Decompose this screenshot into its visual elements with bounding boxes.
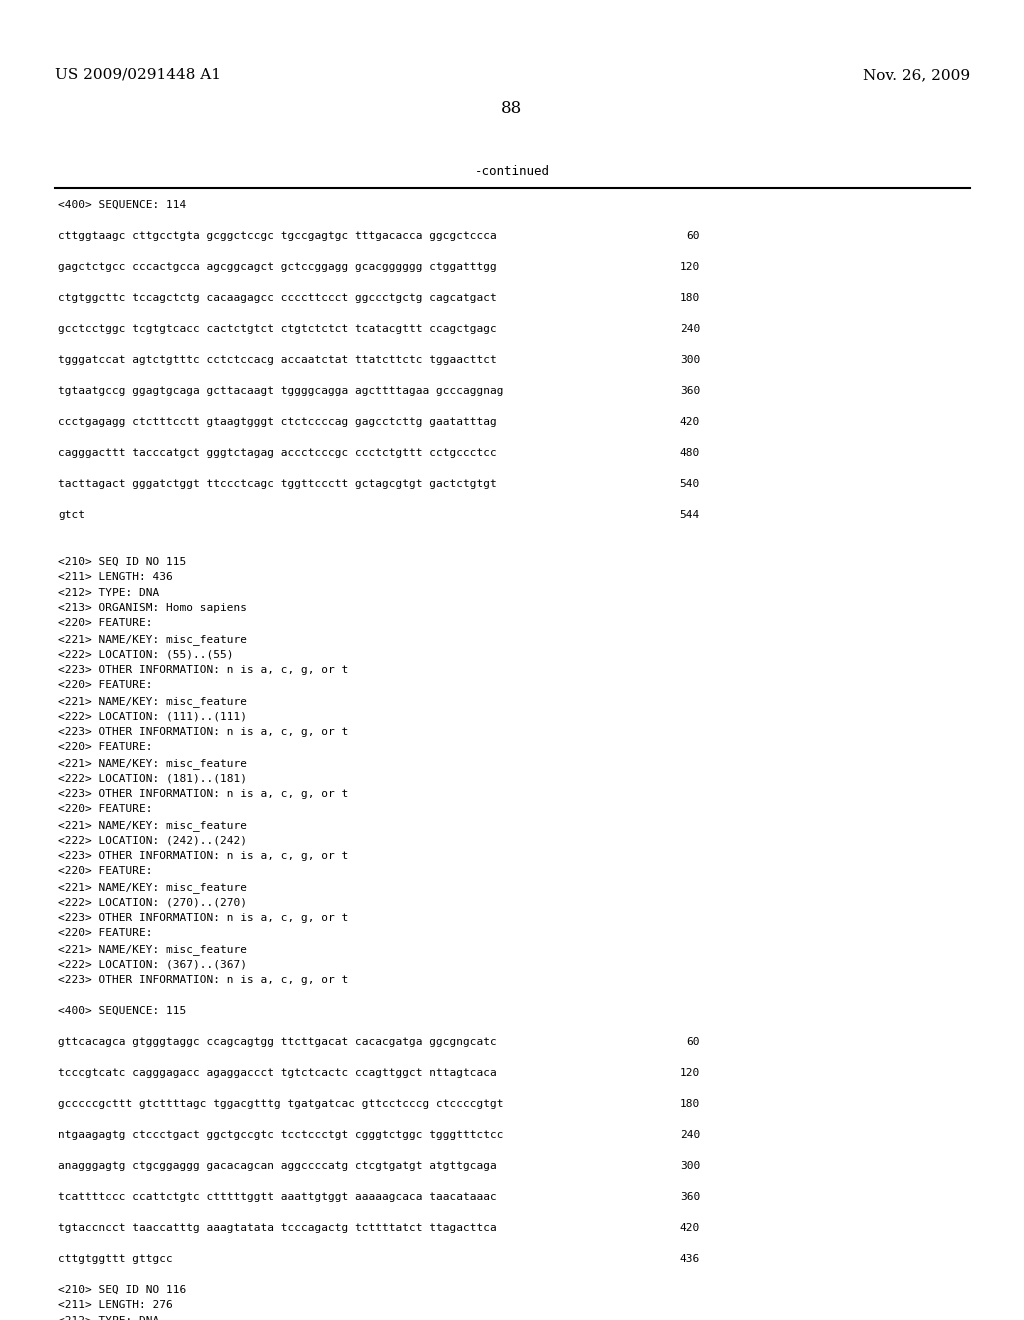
Text: <223> OTHER INFORMATION: n is a, c, g, or t: <223> OTHER INFORMATION: n is a, c, g, o… xyxy=(58,727,348,737)
Text: <220> FEATURE:: <220> FEATURE: xyxy=(58,742,153,752)
Text: <222> LOCATION: (181)..(181): <222> LOCATION: (181)..(181) xyxy=(58,774,247,784)
Text: cttggtaagc cttgcctgta gcggctccgc tgccgagtgc tttgacacca ggcgctccca: cttggtaagc cttgcctgta gcggctccgc tgccgag… xyxy=(58,231,497,242)
Text: <400> SEQUENCE: 115: <400> SEQUENCE: 115 xyxy=(58,1006,186,1016)
Text: <220> FEATURE:: <220> FEATURE: xyxy=(58,619,153,628)
Text: 420: 420 xyxy=(680,1224,700,1233)
Text: <223> OTHER INFORMATION: n is a, c, g, or t: <223> OTHER INFORMATION: n is a, c, g, o… xyxy=(58,789,348,799)
Text: <223> OTHER INFORMATION: n is a, c, g, or t: <223> OTHER INFORMATION: n is a, c, g, o… xyxy=(58,975,348,985)
Text: 120: 120 xyxy=(680,1068,700,1078)
Text: <220> FEATURE:: <220> FEATURE: xyxy=(58,866,153,876)
Text: <221> NAME/KEY: misc_feature: <221> NAME/KEY: misc_feature xyxy=(58,820,247,830)
Text: gagctctgcc cccactgcca agcggcagct gctccggagg gcacgggggg ctggatttgg: gagctctgcc cccactgcca agcggcagct gctccgg… xyxy=(58,261,497,272)
Text: 240: 240 xyxy=(680,1130,700,1140)
Text: -continued: -continued xyxy=(474,165,550,178)
Text: cttgtggttt gttgcc: cttgtggttt gttgcc xyxy=(58,1254,173,1265)
Text: 436: 436 xyxy=(680,1254,700,1265)
Text: 540: 540 xyxy=(680,479,700,488)
Text: <221> NAME/KEY: misc_feature: <221> NAME/KEY: misc_feature xyxy=(58,882,247,892)
Text: tcccgtcatc cagggagacc agaggaccct tgtctcactc ccagttggct nttagtcaca: tcccgtcatc cagggagacc agaggaccct tgtctca… xyxy=(58,1068,497,1078)
Text: tgtaccncct taaccatttg aaagtatata tcccagactg tcttttatct ttagacttca: tgtaccncct taaccatttg aaagtatata tcccaga… xyxy=(58,1224,497,1233)
Text: <222> LOCATION: (55)..(55): <222> LOCATION: (55)..(55) xyxy=(58,649,233,660)
Text: <213> ORGANISM: Homo sapiens: <213> ORGANISM: Homo sapiens xyxy=(58,603,247,612)
Text: <220> FEATURE:: <220> FEATURE: xyxy=(58,928,153,939)
Text: ntgaagagtg ctccctgact ggctgccgtc tcctccctgt cgggtctggc tgggtttctcc: ntgaagagtg ctccctgact ggctgccgtc tcctccc… xyxy=(58,1130,504,1140)
Text: 180: 180 xyxy=(680,1100,700,1109)
Text: 300: 300 xyxy=(680,1162,700,1171)
Text: tacttagact gggatctggt ttccctcagc tggttccctt gctagcgtgt gactctgtgt: tacttagact gggatctggt ttccctcagc tggttcc… xyxy=(58,479,497,488)
Text: <221> NAME/KEY: misc_feature: <221> NAME/KEY: misc_feature xyxy=(58,634,247,645)
Text: <210> SEQ ID NO 115: <210> SEQ ID NO 115 xyxy=(58,557,186,566)
Text: 480: 480 xyxy=(680,447,700,458)
Text: tcattttccc ccattctgtc ctttttggtt aaattgtggt aaaaagcaca taacataaac: tcattttccc ccattctgtc ctttttggtt aaattgt… xyxy=(58,1192,497,1203)
Text: <400> SEQUENCE: 114: <400> SEQUENCE: 114 xyxy=(58,201,186,210)
Text: anagggagtg ctgcggaggg gacacagcan aggccccatg ctcgtgatgt atgttgcaga: anagggagtg ctgcggaggg gacacagcan aggcccc… xyxy=(58,1162,497,1171)
Text: 420: 420 xyxy=(680,417,700,426)
Text: <211> LENGTH: 436: <211> LENGTH: 436 xyxy=(58,572,173,582)
Text: US 2009/0291448 A1: US 2009/0291448 A1 xyxy=(55,69,221,82)
Text: <220> FEATURE:: <220> FEATURE: xyxy=(58,804,153,814)
Text: gcccccgcttt gtcttttagc tggacgtttg tgatgatcac gttcctcccg ctccccgtgt: gcccccgcttt gtcttttagc tggacgtttg tgatga… xyxy=(58,1100,504,1109)
Text: 60: 60 xyxy=(686,231,700,242)
Text: gtct: gtct xyxy=(58,510,85,520)
Text: gcctcctggc tcgtgtcacc cactctgtct ctgtctctct tcatacgttt ccagctgagc: gcctcctggc tcgtgtcacc cactctgtct ctgtctc… xyxy=(58,323,497,334)
Text: 180: 180 xyxy=(680,293,700,304)
Text: <212> TYPE: DNA: <212> TYPE: DNA xyxy=(58,1316,160,1320)
Text: 544: 544 xyxy=(680,510,700,520)
Text: <221> NAME/KEY: misc_feature: <221> NAME/KEY: misc_feature xyxy=(58,696,247,708)
Text: ccctgagagg ctctttcctt gtaagtgggt ctctccccag gagcctcttg gaatatttag: ccctgagagg ctctttcctt gtaagtgggt ctctccc… xyxy=(58,417,497,426)
Text: <222> LOCATION: (270)..(270): <222> LOCATION: (270)..(270) xyxy=(58,898,247,908)
Text: tgtaatgccg ggagtgcaga gcttacaagt tggggcagga agcttttagaa gcccaggnag: tgtaatgccg ggagtgcaga gcttacaagt tggggca… xyxy=(58,385,504,396)
Text: gttcacagca gtgggtaggc ccagcagtgg ttcttgacat cacacgatga ggcgngcatc: gttcacagca gtgggtaggc ccagcagtgg ttcttga… xyxy=(58,1038,497,1047)
Text: <221> NAME/KEY: misc_feature: <221> NAME/KEY: misc_feature xyxy=(58,944,247,954)
Text: Nov. 26, 2009: Nov. 26, 2009 xyxy=(863,69,970,82)
Text: <223> OTHER INFORMATION: n is a, c, g, or t: <223> OTHER INFORMATION: n is a, c, g, o… xyxy=(58,851,348,861)
Text: <220> FEATURE:: <220> FEATURE: xyxy=(58,681,153,690)
Text: 60: 60 xyxy=(686,1038,700,1047)
Text: tgggatccat agtctgtttc cctctccacg accaatctat ttatcttctc tggaacttct: tgggatccat agtctgtttc cctctccacg accaatc… xyxy=(58,355,497,366)
Text: 120: 120 xyxy=(680,261,700,272)
Text: <222> LOCATION: (242)..(242): <222> LOCATION: (242)..(242) xyxy=(58,836,247,846)
Text: <222> LOCATION: (367)..(367): <222> LOCATION: (367)..(367) xyxy=(58,960,247,969)
Text: 360: 360 xyxy=(680,1192,700,1203)
Text: <221> NAME/KEY: misc_feature: <221> NAME/KEY: misc_feature xyxy=(58,758,247,770)
Text: cagggacttt tacccatgct gggtctagag accctcccgc ccctctgttt cctgccctcc: cagggacttt tacccatgct gggtctagag accctcc… xyxy=(58,447,497,458)
Text: 300: 300 xyxy=(680,355,700,366)
Text: 88: 88 xyxy=(502,100,522,117)
Text: 360: 360 xyxy=(680,385,700,396)
Text: <223> OTHER INFORMATION: n is a, c, g, or t: <223> OTHER INFORMATION: n is a, c, g, o… xyxy=(58,665,348,675)
Text: <210> SEQ ID NO 116: <210> SEQ ID NO 116 xyxy=(58,1284,186,1295)
Text: <212> TYPE: DNA: <212> TYPE: DNA xyxy=(58,587,160,598)
Text: 240: 240 xyxy=(680,323,700,334)
Text: <222> LOCATION: (111)..(111): <222> LOCATION: (111)..(111) xyxy=(58,711,247,722)
Text: <223> OTHER INFORMATION: n is a, c, g, or t: <223> OTHER INFORMATION: n is a, c, g, o… xyxy=(58,913,348,923)
Text: ctgtggcttc tccagctctg cacaagagcc ccccttccct ggccctgctg cagcatgact: ctgtggcttc tccagctctg cacaagagcc ccccttc… xyxy=(58,293,497,304)
Text: <211> LENGTH: 276: <211> LENGTH: 276 xyxy=(58,1300,173,1311)
